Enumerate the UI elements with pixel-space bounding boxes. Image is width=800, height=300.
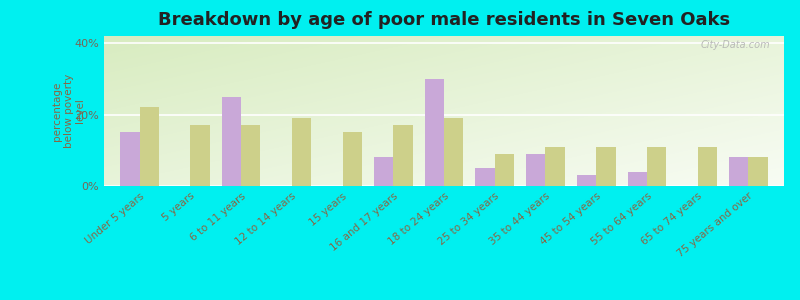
Bar — [444, 118, 463, 186]
Y-axis label: percentage
below poverty
level: percentage below poverty level — [52, 74, 86, 148]
Bar — [749, 158, 768, 186]
Bar — [577, 175, 596, 186]
Bar — [139, 107, 159, 186]
Bar — [698, 147, 717, 186]
Bar — [494, 154, 514, 186]
Bar — [342, 132, 362, 186]
Text: City-Data.com: City-Data.com — [701, 40, 770, 50]
Bar — [628, 172, 647, 186]
Bar — [222, 97, 241, 186]
Bar — [526, 154, 546, 186]
Bar — [475, 168, 494, 186]
Bar — [190, 125, 210, 186]
Bar — [425, 79, 444, 186]
Bar — [292, 118, 311, 186]
Bar — [374, 158, 394, 186]
Bar — [596, 147, 615, 186]
Bar — [546, 147, 565, 186]
Bar — [729, 158, 749, 186]
Title: Breakdown by age of poor male residents in Seven Oaks: Breakdown by age of poor male residents … — [158, 11, 730, 29]
Bar — [647, 147, 666, 186]
Bar — [120, 132, 139, 186]
Bar — [241, 125, 260, 186]
Bar — [394, 125, 413, 186]
